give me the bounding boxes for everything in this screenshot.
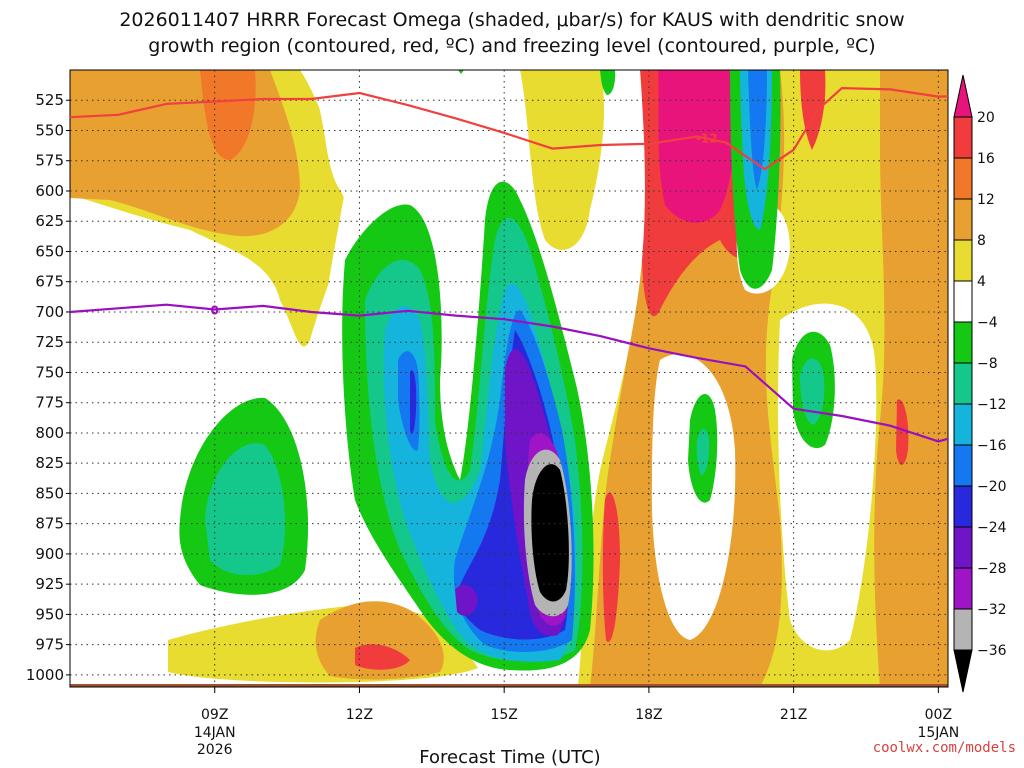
y-tick-label: 750 [35,363,64,381]
omega-band-yellow-mid [520,70,605,250]
omega-band-teal-right-2 [800,358,825,425]
omega-band-orange-top-left [200,70,256,160]
colorbar-swatch [953,362,973,405]
colorbar-swatch [953,239,973,282]
colorbar-swatch [953,198,973,241]
omega-band-teal-left [205,443,285,576]
colorbar-label: −24 [977,520,1007,536]
colorbar-swatch [953,321,973,364]
omega-band-green-top [600,70,616,95]
omega-band-green-speck [458,70,464,74]
x-tick-date-label: 14JAN [194,725,236,741]
dendritic-growth-minus12C-line [70,86,948,171]
omega-band-orange-lower [315,601,444,680]
colorbar-label: −16 [977,438,1007,454]
omega-band-navy-spot [410,370,417,434]
x-tick-label: 18Z [635,707,662,723]
y-tick-label: 850 [35,484,64,502]
colorbar-label: 8 [977,233,986,249]
x-tick-label: 00Z [925,707,952,723]
omega-band-magenta-core [658,70,737,223]
x-tick-year-label: 2026 [197,742,233,758]
x-tick-label: 09Z [201,707,228,723]
colorbar: 20 16 12 8 4 −4 −8 −12 −16 −20 −24 −28 −32 −36 [953,74,1007,693]
colorbar-label: −36 [977,643,1007,659]
y-tick-label: 575 [35,152,64,170]
contour-lines [70,86,948,443]
omega-shading [70,70,948,687]
colorbar-label: −4 [977,315,998,331]
colorbar-label: −28 [977,561,1007,577]
omega-band-red-right [896,399,909,465]
y-tick-label: 675 [35,273,64,291]
omega-band-red-lower-left [355,644,410,670]
omega-band-purple-spot [455,584,478,616]
colorbar-swatch [953,116,973,159]
y-tick-label: 650 [35,242,64,260]
grid-lines [70,70,948,687]
freezing-level-line [70,303,948,443]
colorbar-swatch [953,526,973,569]
omega-band-black-core [531,464,569,602]
colorbar-swatch [953,444,973,487]
y-tick-label: 700 [35,303,64,321]
colorbar-label: 12 [977,192,995,208]
omega-band-orange-far-right [874,70,948,687]
x-tick-date-label: 15JAN [917,725,959,741]
colorbar-label: −32 [977,602,1007,618]
colorbar-swatch [953,280,973,323]
y-axis-ticks: 525 550 575 600 625 650 675 700 725 750 775 800 825 8… [26,91,70,684]
freezing-level-contour-label: 0 [211,304,219,318]
y-tick-label: 550 [35,121,64,139]
y-tick-label: 825 [35,454,64,472]
chart-title-line-2: growth region (contoured, red, ºC) and f… [148,35,875,57]
colorbar-swatch [953,567,973,610]
y-tick-label: 600 [35,182,64,200]
terrain-bar [70,684,948,687]
colorbar-swatch [953,608,973,651]
contour-labels: 0 -12 [211,132,718,318]
colorbar-label: −8 [977,356,998,372]
x-tick-label: 12Z [346,707,373,723]
y-tick-label: 900 [35,545,64,563]
y-tick-label: 775 [35,394,64,412]
y-tick-label: 925 [35,575,64,593]
y-tick-label: 525 [35,91,64,109]
plot-frame [69,69,949,688]
colorbar-label: 20 [977,110,995,126]
colorbar-top-arrow [953,74,973,118]
dendritic-growth-contour-label: -12 [696,132,718,146]
colorbar-swatch [953,403,973,446]
y-tick-label: 625 [35,212,64,230]
x-tick-label: 15Z [490,707,517,723]
x-tick-label: 21Z [780,707,807,723]
omega-band-red-lower-mid [602,492,620,642]
colorbar-swatch [953,485,973,528]
chart-title-line-1: 2026011407 HRRR Forecast Omega (shaded, … [119,9,904,31]
colorbar-label: 16 [977,151,995,167]
credit-text: coolwx.com/models [873,740,1016,756]
x-axis-label: Forecast Time (UTC) [419,747,600,768]
y-tick-label: 950 [35,605,64,623]
y-tick-label: 975 [35,636,64,654]
colorbar-label: −20 [977,479,1007,495]
y-tick-label: 800 [35,424,64,442]
colorbar-label: 4 [977,274,986,290]
colorbar-swatch [953,157,973,200]
plot-area: 0 -12 [69,69,949,688]
colorbar-label: −12 [977,397,1007,413]
colorbar-bottom-arrow [953,649,973,693]
y-tick-label: 875 [35,515,64,533]
y-tick-label: 1000 [26,666,64,684]
omega-band-teal-right-1 [696,428,710,475]
y-tick-label: 725 [35,333,64,351]
